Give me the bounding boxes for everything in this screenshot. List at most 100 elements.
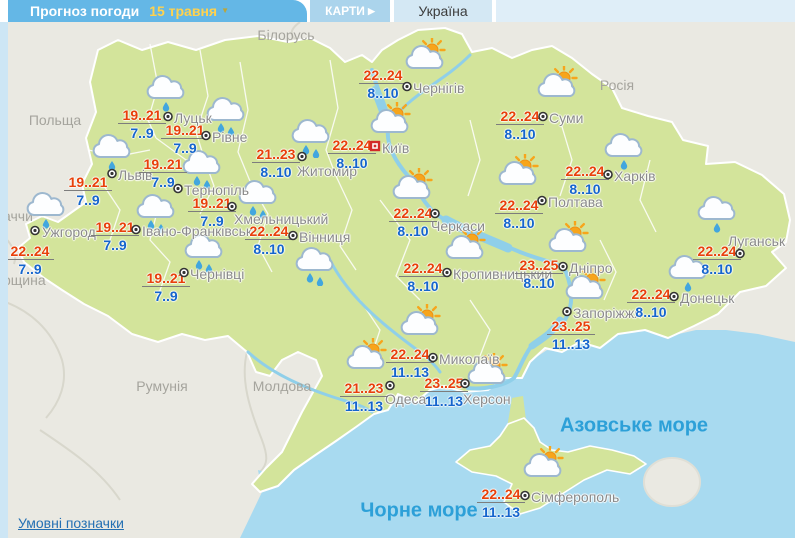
city-marker[interactable] bbox=[430, 206, 441, 224]
day-temp: 21..23 bbox=[256, 146, 296, 162]
forecast-tab[interactable]: Прогноз погоди 15 травня ▼ bbox=[8, 0, 307, 22]
night-temp: 8..10 bbox=[367, 85, 399, 101]
day-temp: 22..24 bbox=[393, 205, 433, 221]
rain-cloud-icon bbox=[601, 126, 647, 177]
temp-divider bbox=[64, 190, 112, 191]
temp-divider bbox=[561, 179, 609, 180]
city-marker[interactable] bbox=[173, 181, 184, 199]
city-marker[interactable] bbox=[603, 167, 614, 185]
city-temp-block: 21..23 11..13 bbox=[338, 381, 390, 413]
temp-divider bbox=[142, 286, 190, 287]
city-marker[interactable] bbox=[163, 109, 174, 127]
city-marker[interactable] bbox=[460, 376, 471, 394]
city-marker[interactable] bbox=[107, 166, 118, 184]
header-spacer bbox=[496, 0, 795, 22]
city-temp-block: 22..24 8..10 bbox=[397, 261, 449, 293]
city-name[interactable]: Івано-Франківськ bbox=[142, 223, 253, 239]
city-marker[interactable] bbox=[30, 223, 41, 241]
city-name[interactable]: Кропивницький bbox=[453, 266, 553, 282]
city-name[interactable]: Рівне bbox=[212, 129, 248, 145]
city-temp-block: 22..24 11..13 bbox=[475, 487, 527, 519]
city-name[interactable]: Чернівці bbox=[190, 266, 245, 282]
city-name[interactable]: Тернопіль bbox=[184, 182, 250, 198]
city-name[interactable]: Львів bbox=[118, 167, 153, 183]
city-temp-block: 23..25 8..10 bbox=[513, 258, 565, 290]
city-name[interactable]: Дніпро bbox=[569, 260, 613, 276]
maps-button-label: КАРТИ bbox=[325, 4, 365, 18]
night-temp: 7..9 bbox=[151, 174, 175, 190]
city-marker[interactable] bbox=[428, 350, 439, 368]
temp-divider bbox=[495, 213, 543, 214]
city-temp-block: 22..24 8..10 bbox=[387, 206, 439, 238]
city-name[interactable]: Одеса bbox=[385, 391, 427, 407]
city-name[interactable]: Запоріжжя bbox=[573, 305, 642, 321]
city-temp-block: 19..21 7..9 bbox=[62, 175, 114, 207]
city-marker[interactable] bbox=[297, 149, 308, 167]
city-name[interactable]: Житомир bbox=[297, 163, 358, 179]
city-temp-block: 22..24 11..13 bbox=[384, 347, 436, 379]
night-temp: 11..13 bbox=[551, 336, 591, 352]
night-temp: 8..10 bbox=[701, 261, 733, 277]
night-temp: 7..9 bbox=[154, 288, 178, 304]
city-name[interactable]: Луганськ bbox=[728, 233, 786, 249]
city-marker[interactable] bbox=[442, 265, 453, 283]
city-name[interactable]: Донецьк bbox=[680, 290, 735, 306]
city-marker[interactable] bbox=[385, 378, 396, 396]
night-temp: 8..10 bbox=[635, 304, 667, 320]
city-temp-block: 22..24 8..10 bbox=[494, 109, 546, 141]
city-name[interactable]: Харків bbox=[614, 168, 656, 184]
night-temp: 8..10 bbox=[260, 164, 292, 180]
temp-divider bbox=[91, 235, 139, 236]
legend-link[interactable]: Умовні позначки bbox=[18, 515, 124, 531]
date-selector[interactable]: 15 травня ▼ bbox=[149, 3, 229, 19]
city-marker[interactable] bbox=[201, 128, 212, 146]
city-marker[interactable] bbox=[537, 193, 548, 211]
city-marker[interactable] bbox=[179, 265, 190, 283]
city-marker[interactable] bbox=[520, 488, 531, 506]
city-marker[interactable] bbox=[288, 228, 299, 246]
city-marker[interactable] bbox=[131, 222, 142, 240]
maps-button[interactable]: КАРТИ ▶ bbox=[310, 0, 390, 22]
city-temp-block: 22..24 8..10 bbox=[691, 244, 743, 276]
city-name[interactable]: Херсон bbox=[463, 391, 511, 407]
day-temp: 19..21 bbox=[192, 195, 232, 211]
forecast-tab-label: Прогноз погоди bbox=[30, 3, 140, 19]
temp-divider bbox=[252, 162, 300, 163]
sun-behind-cloud-icon bbox=[464, 351, 510, 404]
city-name[interactable]: Вінниця bbox=[299, 229, 351, 245]
city-name[interactable]: Полтава bbox=[548, 194, 603, 210]
city-name[interactable]: Чернігів bbox=[413, 80, 465, 96]
night-temp: 11..13 bbox=[344, 398, 384, 414]
temp-divider bbox=[245, 239, 293, 240]
city-marker[interactable] bbox=[669, 289, 680, 307]
city-marker[interactable] bbox=[562, 304, 573, 322]
city-name[interactable]: Київ bbox=[382, 140, 410, 156]
city-name[interactable]: Суми bbox=[549, 110, 584, 126]
city-marker[interactable] bbox=[735, 246, 746, 264]
city-name[interactable]: Луцьк bbox=[174, 110, 212, 126]
city-temp-block: 22..24 8..10 bbox=[559, 164, 611, 196]
heavy-rain-cloud-icon bbox=[133, 187, 179, 238]
city-name[interactable]: Хмельницький bbox=[234, 211, 329, 227]
sun-behind-cloud-icon bbox=[402, 36, 448, 89]
city-marker[interactable] bbox=[538, 109, 549, 127]
city-marker[interactable] bbox=[402, 79, 413, 97]
city-marker[interactable] bbox=[558, 259, 569, 277]
night-temp: 8..10 bbox=[253, 241, 285, 257]
temp-divider bbox=[477, 502, 525, 503]
city-name[interactable]: Ужгород bbox=[42, 224, 96, 240]
country-tab[interactable]: Україна bbox=[394, 0, 492, 22]
city-name[interactable]: Миколаїв bbox=[439, 351, 500, 367]
city-name[interactable]: Сімферополь bbox=[531, 489, 620, 505]
capital-marker[interactable] bbox=[369, 139, 381, 157]
night-temp: 7..9 bbox=[173, 140, 197, 156]
day-temp: 22..24 bbox=[403, 260, 443, 276]
night-temp: 8..10 bbox=[503, 215, 535, 231]
city-marker[interactable] bbox=[227, 199, 238, 217]
city-name[interactable]: Черкаси bbox=[431, 218, 485, 234]
night-temp: 11..13 bbox=[390, 364, 430, 380]
country-label: рщина bbox=[3, 272, 46, 288]
country-label: Білорусь bbox=[257, 27, 315, 43]
night-temp: 8..10 bbox=[397, 223, 429, 239]
city-temp-block: 22..24 8..10 bbox=[357, 68, 409, 100]
